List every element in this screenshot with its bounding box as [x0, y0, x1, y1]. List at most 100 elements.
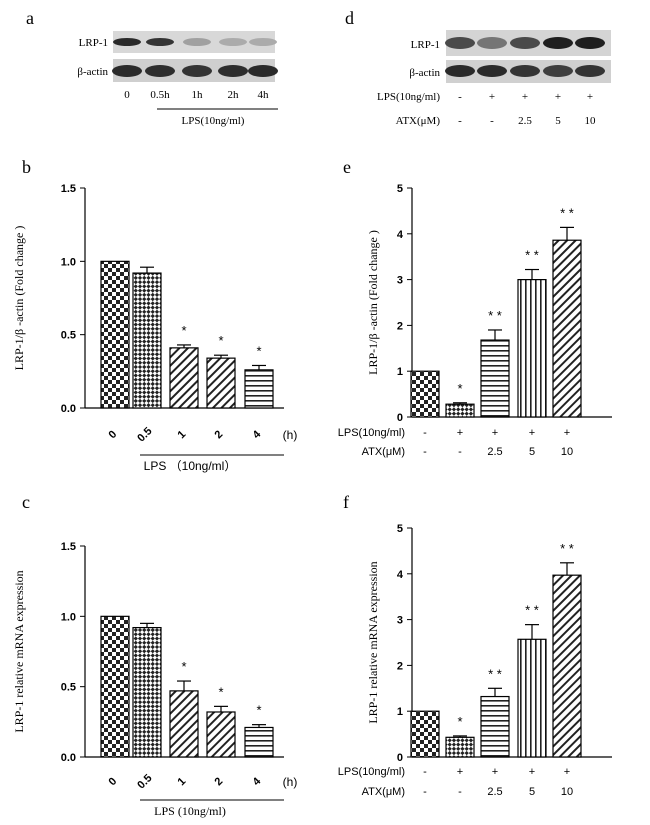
- y-tick-label: 2: [397, 320, 403, 332]
- bar: [480, 339, 510, 418]
- blot-d-cond-label-lps: LPS(10ng/ml): [377, 91, 440, 103]
- blot-a-lane-label: 0: [124, 89, 130, 101]
- atx-condition-value: -: [423, 786, 427, 798]
- atx-condition-value: 2.5: [487, 446, 502, 458]
- blot-a-treatment-label: LPS(10ng/ml): [182, 115, 245, 127]
- blot-a-band-actin: [248, 65, 278, 77]
- atx-condition-value: 10: [561, 786, 573, 798]
- blot-d-lps-value: +: [489, 91, 495, 103]
- significance-marker: *: [218, 684, 223, 699]
- blot-d-row-label-actin: β-actin: [409, 67, 440, 79]
- western-blot-a: LRP-1 β-actin 0 0.5h 1h 2h 4h LPS(10ng/ml): [77, 31, 278, 127]
- atx-condition-value: -: [423, 446, 427, 458]
- blot-a-band-lrp1: [146, 38, 174, 46]
- y-tick-label: 1.0: [61, 611, 76, 623]
- significance-marker: *: [181, 659, 186, 674]
- atx-condition-value: -: [458, 446, 462, 458]
- bar: [480, 695, 510, 758]
- bar: [100, 260, 130, 409]
- y-tick-label: 5: [397, 523, 403, 535]
- y-tick-label: 1.5: [61, 541, 76, 553]
- y-tick-label: 1: [397, 706, 403, 718]
- blot-d-atx-value: -: [490, 115, 494, 127]
- blot-a-row-label-actin: β-actin: [77, 66, 108, 78]
- bar-chart-c: 0.0 0.5 1.0 1.5 LRP-1 relative mRNA expressi…: [12, 541, 297, 818]
- lps-condition-value: +: [564, 766, 570, 778]
- blot-a-band-actin: [145, 65, 175, 77]
- panel-label-a: a: [26, 8, 34, 28]
- blot-a-lane-label: 2h: [228, 89, 240, 101]
- x-unit-label: (h): [283, 775, 298, 789]
- blot-a-band-lrp1: [113, 38, 141, 46]
- blot-d-lps-value: -: [458, 91, 462, 103]
- y-tick-label: 0.5: [61, 330, 76, 342]
- bar: [552, 239, 582, 418]
- y-axis-title: LRP-1 relative mRNA expression: [12, 570, 26, 732]
- significance-marker: *: [218, 333, 223, 348]
- lps-condition-value: +: [492, 766, 498, 778]
- y-tick-label: 0: [397, 752, 403, 764]
- bar: [244, 726, 274, 758]
- x-tick-label: 2: [212, 775, 225, 788]
- bar: [517, 638, 547, 758]
- bar: [169, 347, 199, 409]
- y-tick-label: 5: [397, 183, 403, 195]
- y-tick-label: 3: [397, 275, 403, 287]
- panel-label-c: c: [22, 492, 30, 512]
- atx-condition-value: 5: [529, 786, 535, 798]
- blot-a-band-actin: [218, 65, 248, 77]
- atx-condition-value: 2.5: [487, 786, 502, 798]
- y-tick-label: 1.0: [61, 256, 76, 268]
- blot-d-cond-label-atx: ATX(μM): [396, 115, 441, 127]
- blot-d-band-actin: [477, 65, 507, 77]
- bar-chart-b: 0.0 0.5 1.0 1.5 LRP-1/β -actin (Fold change …: [12, 183, 297, 473]
- bar: [410, 370, 440, 418]
- blot-a-lane-label: 4h: [258, 89, 270, 101]
- lps-condition-label: LPS(10ng/ml): [338, 766, 405, 778]
- atx-condition-label: ATX(μM): [362, 446, 405, 458]
- bar: [100, 615, 130, 758]
- lps-condition-value: +: [457, 427, 463, 439]
- lps-condition-value: +: [564, 427, 570, 439]
- x-axis-title: LPS (10ng/ml): [154, 804, 226, 818]
- blot-d-band-lrp1: [543, 37, 573, 49]
- blot-a-lane-label: 0.5h: [150, 89, 170, 101]
- lps-condition-value: +: [529, 427, 535, 439]
- panel-label-b: b: [22, 157, 31, 177]
- bar: [445, 736, 475, 758]
- blot-d-atx-value: 10: [585, 115, 597, 127]
- lps-condition-value: +: [529, 766, 535, 778]
- significance-marker: * *: [488, 308, 502, 323]
- blot-d-lps-value: +: [587, 91, 593, 103]
- blot-d-lps-value: +: [522, 91, 528, 103]
- bar: [410, 710, 440, 758]
- x-tick-label: 2: [212, 428, 225, 441]
- significance-marker: * *: [525, 603, 539, 618]
- significance-marker: * *: [525, 248, 539, 263]
- x-axis-title: LPS （10ng/ml）: [144, 459, 237, 473]
- y-tick-label: 0.0: [61, 752, 76, 764]
- western-blot-d: LRP-1 β-actin LPS(10ng/ml) ATX(μM) - - + - +…: [377, 30, 611, 127]
- panel-label-f: f: [343, 492, 349, 512]
- blot-d-atx-value: -: [458, 115, 462, 127]
- y-tick-label: 1: [397, 366, 403, 378]
- bar: [169, 690, 199, 758]
- blot-d-atx-value: 5: [555, 115, 561, 127]
- significance-marker: *: [457, 714, 462, 729]
- blot-a-lane-label: 1h: [192, 89, 204, 101]
- blot-d-band-lrp1: [510, 37, 540, 49]
- atx-condition-value: -: [458, 786, 462, 798]
- bar: [206, 357, 236, 409]
- y-tick-label: 0.0: [61, 403, 76, 415]
- blot-d-band-actin: [510, 65, 540, 77]
- blot-d-lps-value: +: [555, 91, 561, 103]
- x-tick-label: 0.5: [135, 772, 154, 791]
- bar: [132, 626, 162, 758]
- significance-marker: *: [181, 323, 186, 338]
- y-axis-title: LRP-1/β -actin (Fold change ): [366, 230, 380, 375]
- lps-condition-value: -: [423, 766, 427, 778]
- x-tick-label: 1: [175, 428, 188, 441]
- blot-a-band-lrp1: [219, 38, 247, 46]
- lps-condition-label: LPS(10ng/ml): [338, 427, 405, 439]
